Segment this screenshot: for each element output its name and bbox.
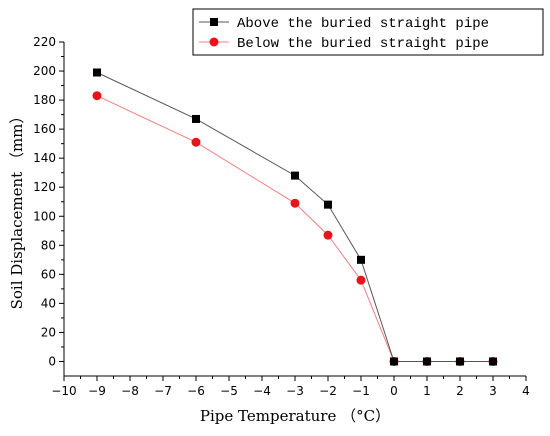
y-tick-label: 0 xyxy=(48,354,56,368)
series-2-line xyxy=(96,95,493,362)
y-tick-label: 40 xyxy=(41,296,56,310)
series-1 xyxy=(93,68,497,366)
y-axis-title: Soil Displacement （mm） xyxy=(8,109,26,310)
series-2-point xyxy=(356,275,366,285)
series-1-point xyxy=(456,357,464,366)
series-1-point xyxy=(357,255,365,264)
series-1-point xyxy=(291,171,299,180)
y-tick-label: 180 xyxy=(33,93,56,107)
x-tick-label: 3 xyxy=(489,384,497,398)
y-tick-label: 200 xyxy=(33,64,56,78)
x-tick-label: 0 xyxy=(390,384,398,398)
axes xyxy=(63,42,526,377)
x-tick-label: −7 xyxy=(154,384,172,398)
y-tick-label: 100 xyxy=(33,209,56,223)
y-tick-label: 20 xyxy=(41,325,56,339)
legend: Above the buried straight pipe Below the … xyxy=(192,8,544,56)
y-tick-label: 160 xyxy=(33,122,56,136)
legend-item: Above the buried straight pipe xyxy=(199,16,489,32)
x-tick-label: −5 xyxy=(220,384,238,398)
x-tick-label: −1 xyxy=(352,384,370,398)
series-1-point xyxy=(93,68,101,77)
y-tick-label: 220 xyxy=(33,35,56,49)
legend-box xyxy=(192,8,544,56)
legend-marker xyxy=(209,37,219,47)
x-axis-title: Pipe Temperature （°C） xyxy=(200,407,390,425)
series-1-point xyxy=(192,114,200,123)
series-2-point xyxy=(290,198,300,208)
legend-label: Above the buried straight pipe xyxy=(237,16,489,32)
x-tick-label: −6 xyxy=(187,384,205,398)
series-2-point xyxy=(191,137,201,147)
series-2-point xyxy=(92,91,102,101)
series-1-point xyxy=(489,357,497,366)
y-tick-label: 80 xyxy=(41,238,56,252)
x-tick-label: −3 xyxy=(286,384,304,398)
x-tick-label: 1 xyxy=(423,384,431,398)
x-tick-label: −9 xyxy=(88,384,106,398)
series-2 xyxy=(92,91,498,366)
x-ticks: −10 −9 −8 −7 −6 −5 −4 −3 −2 −1 0 1 2 3 4 xyxy=(51,376,530,398)
legend-marker xyxy=(210,18,218,26)
x-tick-label: −8 xyxy=(121,384,139,398)
x-tick-label: −10 xyxy=(51,384,76,398)
series-1-point xyxy=(324,200,332,209)
y-tick-label: 120 xyxy=(33,180,56,194)
legend-item: Below the buried straight pipe xyxy=(199,36,489,52)
series-1-point xyxy=(390,357,398,366)
series-1-point xyxy=(423,357,431,366)
x-tick-label: −4 xyxy=(253,384,271,398)
x-tick-label: −2 xyxy=(319,384,337,398)
series-2-point xyxy=(323,230,333,240)
y-tick-label: 60 xyxy=(41,267,56,281)
x-tick-label: 2 xyxy=(456,384,464,398)
x-tick-label: 4 xyxy=(522,384,530,398)
y-ticks: 0 20 40 60 80 100 120 140 160 180 200 220 xyxy=(33,35,64,368)
legend-label: Below the buried straight pipe xyxy=(237,36,489,52)
series-layer xyxy=(92,68,498,366)
series-1-line xyxy=(96,72,493,362)
y-tick-label: 140 xyxy=(33,151,56,165)
